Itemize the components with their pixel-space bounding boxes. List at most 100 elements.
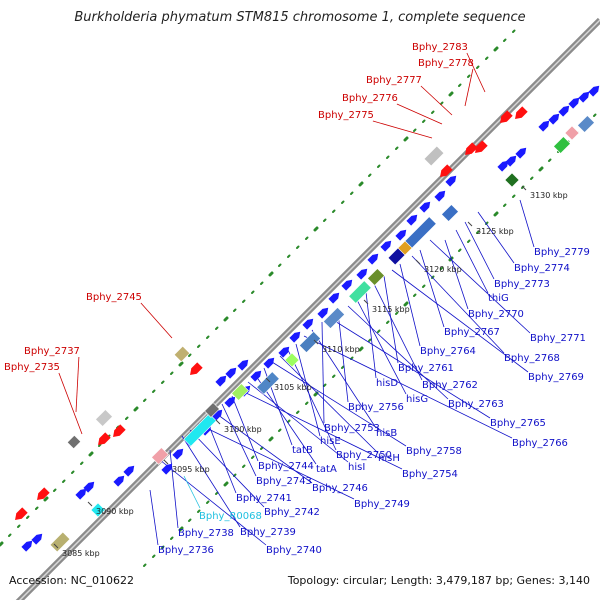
gene-arrow-reverse xyxy=(37,487,50,500)
gene-arrow-reverse xyxy=(465,142,478,155)
leader-line xyxy=(519,199,535,248)
tick-dot-inner xyxy=(395,311,399,315)
tick-dot-inner xyxy=(548,158,552,162)
tick-dot-inner xyxy=(143,563,147,567)
tick-mark xyxy=(87,501,93,507)
gene-arrow-reverse xyxy=(515,106,528,119)
gene-arrow-forward xyxy=(75,488,87,500)
leader-line xyxy=(159,459,267,546)
tick-dot-outer xyxy=(80,461,84,465)
gene-arrow-forward xyxy=(263,357,275,369)
leader-line xyxy=(444,239,469,310)
gene-arrow-forward xyxy=(558,105,570,117)
tick-dot-inner xyxy=(377,329,381,333)
gene-label-blue: hisD xyxy=(376,378,398,389)
tick-dot-outer xyxy=(161,380,165,384)
chromosome-backbone xyxy=(15,17,600,600)
leader-line xyxy=(355,297,407,395)
gene-label-blue: Bphy_2765 xyxy=(490,418,546,429)
gene-label-blue: Bphy_2761 xyxy=(398,363,454,374)
tick-dot-outer xyxy=(88,451,94,457)
gene-box xyxy=(367,268,385,286)
leader-line xyxy=(271,361,407,447)
leader-lines xyxy=(58,52,535,546)
gene-arrow-forward xyxy=(356,268,368,280)
tick-mark xyxy=(53,543,59,549)
tick-mark xyxy=(265,377,271,383)
gene-box xyxy=(284,352,300,368)
tick-label: 3110 kbp xyxy=(322,345,360,354)
leader-line xyxy=(347,305,449,400)
tick-dot-outer xyxy=(395,146,399,150)
tick-dot-outer xyxy=(35,506,39,510)
tick-dot-rows xyxy=(0,29,597,567)
leader-line xyxy=(189,429,265,508)
tick-dot-outer xyxy=(503,38,507,42)
tick-dot-outer xyxy=(133,406,139,412)
tick-dot-inner xyxy=(458,248,462,252)
tick-dot-inner xyxy=(313,391,319,397)
gene-arrow-forward xyxy=(161,463,173,475)
tick-label: 3090 kbp xyxy=(96,507,134,516)
tick-mark xyxy=(467,221,473,227)
tick-dot-outer xyxy=(98,443,102,447)
tick-dot-inner xyxy=(341,365,345,369)
tick-dot-outer xyxy=(313,226,319,232)
gene-arrow-forward xyxy=(83,481,95,493)
tick-dot-outer xyxy=(403,136,409,142)
leader-line xyxy=(75,356,80,413)
gene-label-blue: tatA xyxy=(316,464,337,475)
leader-line xyxy=(181,435,241,528)
tick-dot-outer xyxy=(233,308,237,312)
tick-dot-outer xyxy=(152,389,156,393)
gene-box xyxy=(183,413,217,447)
tick-dot-outer xyxy=(53,488,57,492)
tick-mark xyxy=(521,185,527,191)
tick-dot-inner xyxy=(296,410,300,414)
gene-arrow-reverse xyxy=(500,110,513,123)
leader-line xyxy=(365,291,377,379)
tick-mark xyxy=(415,259,421,265)
tick-dot-outer xyxy=(71,470,75,474)
gene-label-blue: hisE xyxy=(320,436,341,447)
gene-arrow-forward xyxy=(224,396,236,408)
tick-dot-outer xyxy=(476,65,480,69)
leader-line xyxy=(221,403,257,477)
gene-box xyxy=(553,136,571,154)
leader-line xyxy=(337,311,349,403)
leader-line xyxy=(464,221,495,280)
tick-dot-inner xyxy=(152,554,156,558)
tick-dot-inner xyxy=(332,374,336,378)
tick-dot-outer xyxy=(178,361,184,367)
gene-box xyxy=(204,402,220,418)
gene-box xyxy=(577,115,595,133)
gene-label-blue: Bphy_2779 xyxy=(534,247,590,258)
gene-arrow-forward xyxy=(538,120,550,132)
gene-label-blue: Bphy_2742 xyxy=(264,507,320,518)
tick-dot-inner xyxy=(197,509,201,513)
tick-dot-outer xyxy=(422,119,426,123)
gene-arrow-forward xyxy=(250,370,262,382)
gene-label-red: Bphy_2775 xyxy=(318,110,374,121)
leader-line xyxy=(183,475,201,509)
tick-dot-outer xyxy=(368,173,372,177)
leader-line xyxy=(429,239,531,334)
gene-arrow-forward xyxy=(317,307,329,319)
leader-line xyxy=(391,269,529,373)
leader-line xyxy=(149,489,159,546)
gene-arrow-forward xyxy=(215,375,227,387)
gene-label-blue: Bphy_2766 xyxy=(512,438,568,449)
tick-dot-outer xyxy=(170,371,174,375)
leader-line xyxy=(372,120,433,139)
tick-dot-outer xyxy=(287,254,291,258)
tick-dot-inner xyxy=(268,436,274,442)
gene-label-blue: Bphy_2758 xyxy=(406,446,462,457)
tick-dot-outer xyxy=(350,191,354,195)
gene-label-blue: tatB xyxy=(292,445,313,456)
tick-dot-outer xyxy=(512,29,516,33)
tick-label: 3095 kbp xyxy=(172,465,210,474)
tick-dot-inner xyxy=(530,176,534,180)
tick-label: 3085 kbp xyxy=(62,549,100,558)
tick-dot-outer xyxy=(278,263,282,267)
